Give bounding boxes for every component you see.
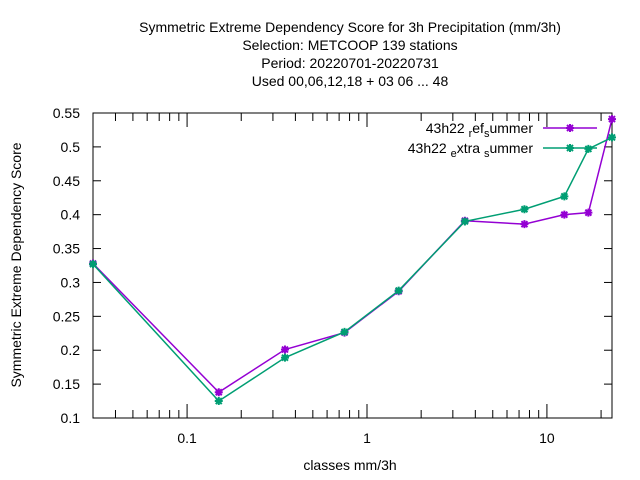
data-point-core: [282, 347, 288, 353]
data-point-core: [561, 212, 567, 218]
title-line: Selection: METCOOP 139 stations: [242, 37, 457, 53]
legend-label: 43h22 extra summer: [408, 140, 534, 160]
data-point-core: [282, 355, 288, 361]
data-point-core: [567, 145, 573, 151]
data-point-core: [567, 125, 573, 131]
data-point-core: [90, 261, 96, 267]
x-tick-label: 10: [539, 430, 555, 446]
title-line: Used 00,06,12,18 + 03 06 ... 48: [252, 73, 449, 89]
data-point-core: [462, 218, 468, 224]
title-line: Symmetric Extreme Dependency Score for 3…: [139, 19, 561, 35]
x-tick-label: 0.1: [177, 430, 197, 446]
data-point-core: [561, 193, 567, 199]
data-point-core: [216, 389, 222, 395]
data-point-core: [521, 221, 527, 227]
data-point-core: [609, 116, 615, 122]
data-point-core: [396, 288, 402, 294]
y-tick-label: 0.55: [53, 105, 80, 121]
y-axis-label: Symmetric Extreme Dependency Score: [8, 142, 24, 387]
data-point-core: [216, 398, 222, 404]
series-1: [89, 133, 616, 406]
x-tick-label: 1: [363, 430, 371, 446]
y-axis: 0.1 0.15 0.2 0.25 0.3 0.35 0.4 0.45 0.5 0.55: [53, 105, 612, 426]
y-tick-label: 0.5: [61, 139, 81, 155]
y-tick-label: 0.45: [53, 173, 80, 189]
legend-label: 43h22 refsummer: [426, 120, 534, 140]
title-line: Period: 20220701-20220731: [261, 55, 439, 71]
series-layer: [89, 115, 616, 406]
series-0: [89, 115, 616, 397]
y-tick-label: 0.35: [53, 241, 80, 257]
data-point-core: [609, 134, 615, 140]
data-point-core: [342, 329, 348, 335]
plot-area-frame: [92, 112, 613, 419]
data-point-core: [521, 206, 527, 212]
y-tick-label: 0.15: [53, 376, 80, 392]
x-axis-label: classes mm/3h: [303, 457, 396, 473]
data-point-core: [585, 146, 591, 152]
y-tick-label: 0.1: [61, 410, 81, 426]
y-tick-label: 0.2: [61, 342, 81, 358]
y-tick-label: 0.4: [61, 207, 81, 223]
chart-title: Symmetric Extreme Dependency Score for 3…: [139, 19, 561, 89]
y-tick-label: 0.25: [53, 308, 80, 324]
data-point-core: [585, 210, 591, 216]
series-line: [92, 118, 613, 394]
series-line: [92, 136, 613, 403]
x-axis: 0.1 1 10: [92, 113, 602, 446]
y-tick-label: 0.3: [61, 274, 81, 290]
